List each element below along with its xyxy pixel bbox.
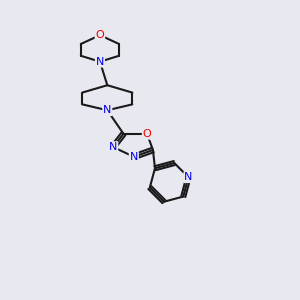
Text: N: N	[103, 105, 112, 115]
Text: N: N	[184, 172, 193, 182]
Text: N: N	[109, 142, 117, 152]
Text: N: N	[96, 57, 104, 67]
Text: O: O	[143, 129, 152, 139]
Text: O: O	[96, 30, 104, 40]
Text: N: N	[130, 152, 138, 162]
